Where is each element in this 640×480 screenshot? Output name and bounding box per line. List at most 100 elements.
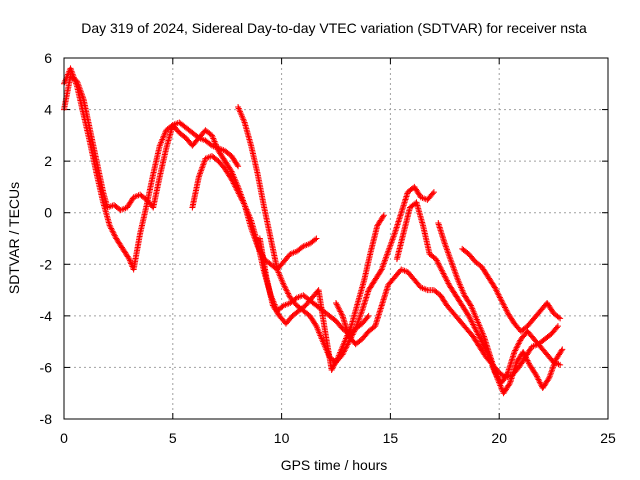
data-point (429, 190, 436, 197)
data-point (438, 266, 445, 273)
data-point (312, 321, 319, 328)
data-point (235, 163, 242, 170)
data-point (380, 213, 387, 220)
x-tick-label: 25 (600, 430, 616, 446)
data-point (333, 356, 340, 363)
y-axis-label: SDTVAR / TECUs (6, 182, 22, 294)
data-point (468, 318, 475, 325)
data-point (110, 229, 117, 236)
data-point (494, 288, 501, 295)
data-point (506, 381, 513, 388)
series-track-7 (393, 199, 564, 386)
data-point (230, 180, 237, 187)
data-point (434, 258, 441, 265)
data-point (435, 260, 442, 267)
data-point (469, 320, 476, 327)
data-point (430, 189, 437, 196)
data-point (111, 232, 118, 239)
data-point (516, 338, 523, 345)
data-point (499, 300, 506, 307)
data-point (493, 287, 500, 294)
data-point (535, 376, 542, 383)
y-tick-label: -4 (40, 308, 53, 324)
data-point (335, 305, 342, 312)
data-point (443, 276, 450, 283)
data-point (108, 226, 115, 233)
data-point (336, 307, 343, 314)
data-point (335, 304, 342, 311)
data-point (502, 304, 509, 311)
data-point (553, 324, 560, 331)
data-point (533, 372, 540, 379)
y-tick-label: 4 (44, 102, 52, 118)
data-point (534, 375, 541, 382)
data-point (554, 323, 561, 330)
data-point (523, 356, 530, 363)
y-tick-label: -8 (40, 411, 53, 427)
data-point (443, 277, 450, 284)
data-point (109, 228, 116, 235)
data-point (515, 340, 522, 347)
data-point (470, 322, 477, 329)
data-point (239, 197, 246, 204)
data-point (495, 291, 502, 298)
data-point (440, 270, 447, 277)
data-point (437, 264, 444, 271)
series-track-8 (435, 220, 566, 397)
data-point (471, 324, 478, 331)
data-point (230, 179, 237, 186)
series-track-3 (189, 152, 372, 337)
data-point (108, 225, 115, 232)
data-point (337, 308, 344, 315)
data-point (496, 293, 503, 300)
data-point (233, 186, 240, 193)
data-point (465, 312, 472, 319)
y-tick-label: -6 (40, 359, 53, 375)
data-point (557, 315, 564, 322)
data-point (478, 337, 485, 344)
data-point (126, 257, 133, 264)
data-point (329, 365, 336, 372)
data-point (472, 325, 479, 332)
data-point (240, 200, 247, 207)
y-tick-label: 2 (44, 153, 52, 169)
data-point (283, 287, 290, 294)
y-tick-label: -2 (40, 256, 53, 272)
data-point (282, 286, 289, 293)
data-point (467, 315, 474, 322)
data-point (522, 353, 529, 360)
data-point (349, 331, 356, 338)
data-point (338, 309, 345, 316)
data-point (494, 290, 501, 297)
data-point (497, 295, 504, 302)
x-tick-label: 0 (60, 430, 68, 446)
data-point (313, 235, 320, 242)
x-tick-label: 5 (169, 430, 177, 446)
data-point (436, 263, 443, 270)
data-point (342, 345, 349, 352)
data-point (125, 254, 132, 261)
data-marks (61, 65, 566, 397)
data-point (520, 348, 527, 355)
data-point (500, 301, 507, 308)
data-point (502, 305, 509, 312)
data-point (499, 298, 506, 305)
data-point (312, 236, 319, 243)
data-point (536, 379, 543, 386)
data-point (235, 190, 242, 197)
data-point (284, 289, 291, 296)
data-point (439, 269, 446, 276)
data-point (474, 330, 481, 337)
data-point (557, 361, 564, 368)
data-point (285, 291, 292, 298)
data-point (473, 328, 480, 335)
data-point (328, 367, 335, 374)
data-point (475, 331, 482, 338)
plot-frame (63, 57, 609, 420)
data-point (558, 347, 565, 354)
data-point (333, 358, 339, 365)
data-point (351, 328, 358, 335)
x-axis-label: GPS time / hours (281, 457, 388, 473)
data-point (333, 299, 339, 306)
